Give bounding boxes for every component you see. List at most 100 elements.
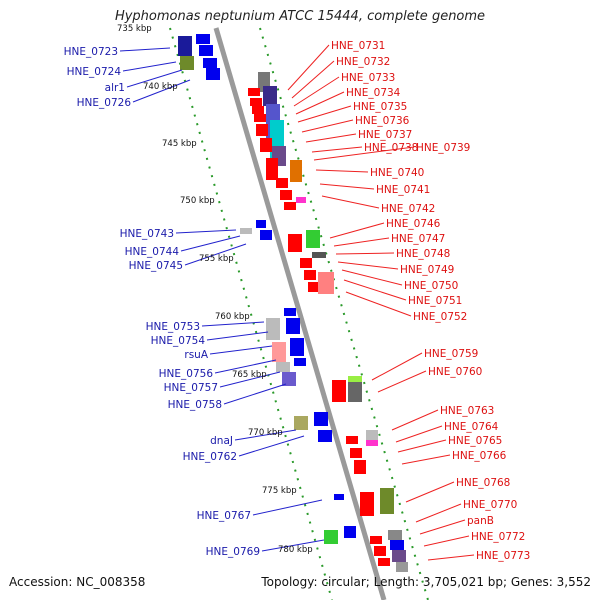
gene-feature xyxy=(284,308,296,316)
kbp-label: 770 kbp xyxy=(248,428,283,438)
label-leader-lines xyxy=(119,44,475,561)
gene-label: HNE_0736 xyxy=(355,115,410,127)
gene-label: alr1 xyxy=(105,82,125,94)
leader-line xyxy=(261,539,325,552)
gene-labels: HNE_0723 HNE_0724 alr1 HNE_0726 HNE_0743 HNE_… xyxy=(64,40,531,562)
gene-feature xyxy=(318,272,334,294)
gene-feature xyxy=(318,430,332,442)
leader-line xyxy=(175,229,237,234)
kbp-label: 735 kbp xyxy=(117,24,152,34)
gene-feature xyxy=(370,536,382,544)
gene-feature xyxy=(248,88,260,96)
gene-feature xyxy=(272,342,286,362)
gene-feature xyxy=(263,86,277,106)
gene-label: HNE_0756 xyxy=(159,368,214,380)
gene-feature xyxy=(178,36,192,56)
leader-line xyxy=(395,425,443,443)
leader-line xyxy=(184,243,247,266)
leader-line xyxy=(223,383,287,405)
gene-label: HNE_0739 xyxy=(416,142,470,154)
kbp-label: 740 kbp xyxy=(143,82,178,92)
gene-feature xyxy=(256,124,268,136)
leader-line xyxy=(180,235,241,252)
gene-label: HNE_0742 xyxy=(381,203,435,215)
gene-label: HNE_0754 xyxy=(151,335,206,347)
leader-line xyxy=(126,69,183,88)
gene-label: HNE_0773 xyxy=(476,550,530,562)
gene-label: HNE_0767 xyxy=(197,510,251,522)
gene-label: HNE_0744 xyxy=(125,246,180,258)
leader-line xyxy=(305,133,357,143)
gene-feature xyxy=(260,138,272,152)
gene-feature xyxy=(378,558,390,566)
gene-feature xyxy=(396,562,408,572)
gene-feature xyxy=(256,220,266,228)
gene-feature xyxy=(276,362,290,372)
gene-feature xyxy=(206,68,220,80)
gene-feature xyxy=(180,56,194,70)
leader-line xyxy=(415,503,462,523)
gene-label: HNE_0766 xyxy=(452,450,507,462)
gene-feature xyxy=(388,530,402,540)
leader-line xyxy=(405,481,455,503)
gene-label: HNE_0732 xyxy=(336,56,390,68)
gene-label: HNE_0740 xyxy=(370,167,424,179)
gene-label: HNE_0741 xyxy=(376,184,430,196)
leader-line xyxy=(311,146,363,153)
gene-label: HNE_0743 xyxy=(120,228,174,240)
leader-line xyxy=(252,499,323,516)
gene-feature xyxy=(348,382,362,402)
leader-line xyxy=(132,79,191,103)
gene-feature xyxy=(334,494,344,500)
gene-label: HNE_0759 xyxy=(424,348,478,360)
gene-feature xyxy=(284,202,296,210)
gene-feature xyxy=(254,114,266,122)
gene-label: HNE_0764 xyxy=(444,421,499,433)
kbp-label: 780 kbp xyxy=(278,545,313,555)
kbp-markers: 735 kbp 740 kbp 745 kbp 750 kbp 755 kbp 760 k… xyxy=(117,24,313,555)
leader-line xyxy=(391,409,439,431)
gene-feature xyxy=(380,488,394,514)
gene-label: HNE_0737 xyxy=(358,129,412,141)
leader-line xyxy=(419,519,466,535)
kbp-label: 750 kbp xyxy=(180,196,215,206)
kbp-label: 760 kbp xyxy=(215,312,250,322)
gene-feature xyxy=(290,338,304,356)
gene-label: HNE_0733 xyxy=(341,72,395,84)
gene-feature xyxy=(250,98,262,106)
gene-feature xyxy=(324,530,338,544)
leader-line xyxy=(119,47,171,52)
gene-feature xyxy=(286,318,300,334)
gene-label: HNE_0760 xyxy=(428,366,482,378)
leader-line xyxy=(401,454,451,465)
gene-label: HNE_0723 xyxy=(64,46,118,58)
leader-line xyxy=(219,371,281,388)
gene-feature xyxy=(354,460,366,474)
leader-line xyxy=(315,169,369,173)
leader-line xyxy=(291,60,335,99)
gene-feature xyxy=(314,412,328,426)
gene-feature xyxy=(374,546,386,556)
gene-label: HNE_0772 xyxy=(471,531,525,543)
gene-feature xyxy=(306,230,320,248)
leader-line xyxy=(293,76,340,107)
gene-feature xyxy=(266,318,280,340)
gene-feature xyxy=(199,45,213,56)
gene-label: HNE_0765 xyxy=(448,435,502,447)
leader-line xyxy=(337,261,399,270)
leader-line xyxy=(371,352,423,381)
leader-line xyxy=(321,195,380,209)
gene-label: HNE_0749 xyxy=(400,264,454,276)
gene-label: HNE_0751 xyxy=(408,295,462,307)
leader-line xyxy=(345,291,412,317)
leader-line xyxy=(201,321,265,327)
gene-feature xyxy=(366,430,378,440)
leader-line xyxy=(319,183,375,190)
leader-line xyxy=(329,222,385,239)
gene-feature xyxy=(392,550,406,562)
gene-feature xyxy=(332,380,346,402)
leader-line xyxy=(333,237,390,247)
gene-label: HNE_0735 xyxy=(353,101,407,113)
leader-line xyxy=(287,44,330,91)
